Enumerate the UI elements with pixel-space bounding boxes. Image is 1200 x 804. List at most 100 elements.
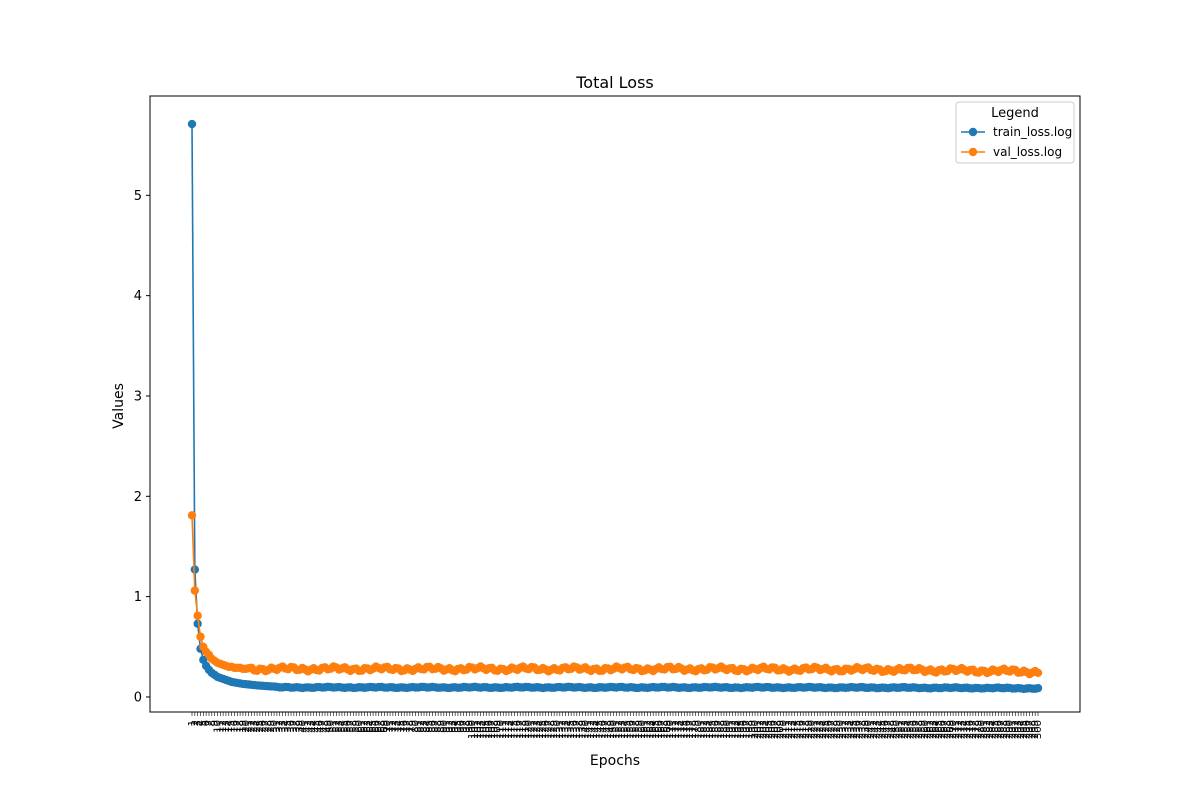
x-tick-label: 13 <box>221 720 232 733</box>
x-tick-label: 258 <box>914 720 925 739</box>
x-tick-label: 62 <box>360 720 371 733</box>
x-tick-label: 1 <box>187 720 198 726</box>
legend-label: train_loss.log <box>993 125 1072 139</box>
x-tick-label: 113 <box>504 720 515 739</box>
x-tick-label: 140 <box>580 720 591 739</box>
x-tick-label: 85 <box>425 720 436 733</box>
y-tick-label: 2 <box>134 490 142 505</box>
x-tick-label: 74 <box>394 720 405 733</box>
x-tick-label: 51 <box>328 720 339 733</box>
x-tick-label: 96 <box>456 720 467 733</box>
x-tick-label: 263 <box>928 720 939 739</box>
x-tick-label: 287 <box>996 720 1007 739</box>
x-tick-label: 123 <box>532 720 543 739</box>
x-tick-label: 48 <box>320 720 331 733</box>
x-tick-label: 19 <box>238 720 249 733</box>
x-tick-label: 114 <box>507 720 518 739</box>
x-tick-label: 142 <box>586 720 597 739</box>
x-tick-label: 57 <box>345 720 356 733</box>
legend-label: val_loss.log <box>993 145 1062 159</box>
x-tick-label: 6 <box>201 720 212 726</box>
x-tick-label: 281 <box>979 720 990 739</box>
x-tick-label: 161 <box>640 720 651 739</box>
x-tick-label: 39 <box>295 720 306 733</box>
x-tick-label: 279 <box>974 720 985 739</box>
x-tick-label: 172 <box>671 720 682 739</box>
x-tick-label: 219 <box>804 720 815 739</box>
x-tick-label: 4 <box>195 720 206 726</box>
x-tick-label: 160 <box>637 720 648 739</box>
x-tick-label: 16 <box>229 720 240 733</box>
x-tick-label: 226 <box>824 720 835 739</box>
x-tick-label: 143 <box>589 720 600 739</box>
x-tick-label: 298 <box>1027 720 1038 739</box>
x-tick-label: 100 <box>467 720 478 739</box>
x-tick-label: 248 <box>886 720 897 739</box>
x-tick-label: 43 <box>306 720 317 733</box>
x-tick-label: 169 <box>662 720 673 739</box>
x-tick-label: 37 <box>289 720 300 733</box>
x-tick-label: 272 <box>954 720 965 739</box>
legend-marker <box>968 147 978 157</box>
x-tick-label: 146 <box>597 720 608 739</box>
x-tick-label: 27 <box>261 720 272 733</box>
x-tick-label: 215 <box>792 720 803 739</box>
x-tick-label: 235 <box>849 720 860 739</box>
x-tick-label: 25 <box>255 720 266 733</box>
x-tick-label: 280 <box>976 720 987 739</box>
x-tick-label: 254 <box>903 720 914 739</box>
x-tick-label: 118 <box>518 720 529 739</box>
x-tick-label: 153 <box>617 720 628 739</box>
x-tick-label: 52 <box>331 720 342 733</box>
x-tick-label: 289 <box>1002 720 1013 739</box>
x-tick-label: 53 <box>334 720 345 733</box>
x-tick-label: 245 <box>877 720 888 739</box>
x-tick-label: 145 <box>594 720 605 739</box>
legend: Legend train_loss.log val_loss.log <box>955 101 1075 164</box>
x-tick-label: 220 <box>807 720 818 739</box>
x-tick-label: 224 <box>818 720 829 739</box>
x-tick-label: 122 <box>529 720 540 739</box>
x-tick-label: 178 <box>688 720 699 739</box>
x-tick-label: 186 <box>710 720 721 739</box>
x-tick-label: 87 <box>430 720 441 733</box>
x-tick-label: 8 <box>207 720 218 726</box>
x-tick-label: 120 <box>524 720 535 739</box>
x-tick-label: 119 <box>521 720 532 739</box>
x-tick-label: 60 <box>354 720 365 733</box>
x-tick-label: 115 <box>510 720 521 739</box>
x-tick-label: 164 <box>648 720 659 739</box>
x-tick-label: 251 <box>894 720 905 739</box>
x-tick-label: 294 <box>1016 720 1027 739</box>
x-tick-label: 177 <box>685 720 696 739</box>
x-tick-label: 78 <box>405 720 416 733</box>
x-tick-label: 204 <box>761 720 772 739</box>
x-tick-label: 105 <box>481 720 492 739</box>
x-tick-label: 175 <box>679 720 690 739</box>
x-tick-label: 267 <box>940 720 951 739</box>
x-tick-label: 196 <box>739 720 750 739</box>
x-tick-label: 3 <box>193 720 204 726</box>
x-tick-label: 244 <box>875 720 886 739</box>
x-tick-label: 22 <box>246 720 257 733</box>
x-tick-label: 283 <box>985 720 996 739</box>
x-tick-label: 97 <box>459 720 470 733</box>
x-tick-label: 15 <box>227 720 238 733</box>
x-tick-label: 138 <box>575 720 586 739</box>
x-tick-label: 240 <box>863 720 874 739</box>
x-tick-label: 293 <box>1013 720 1024 739</box>
x-tick-label: 137 <box>572 720 583 739</box>
x-tick-label: 176 <box>682 720 693 739</box>
x-tick-label: 77 <box>402 720 413 733</box>
x-tick-label: 221 <box>809 720 820 739</box>
x-tick-label: 167 <box>657 720 668 739</box>
x-tick-label: 42 <box>303 720 314 733</box>
x-tick-label: 95 <box>453 720 464 733</box>
x-tick-label: 46 <box>314 720 325 733</box>
x-tick-label: 65 <box>368 720 379 733</box>
x-tick-label: 86 <box>428 720 439 733</box>
x-tick-label: 81 <box>413 720 424 733</box>
x-tick-label: 11 <box>215 720 226 733</box>
x-tick-label: 205 <box>764 720 775 739</box>
data-point <box>193 611 202 620</box>
